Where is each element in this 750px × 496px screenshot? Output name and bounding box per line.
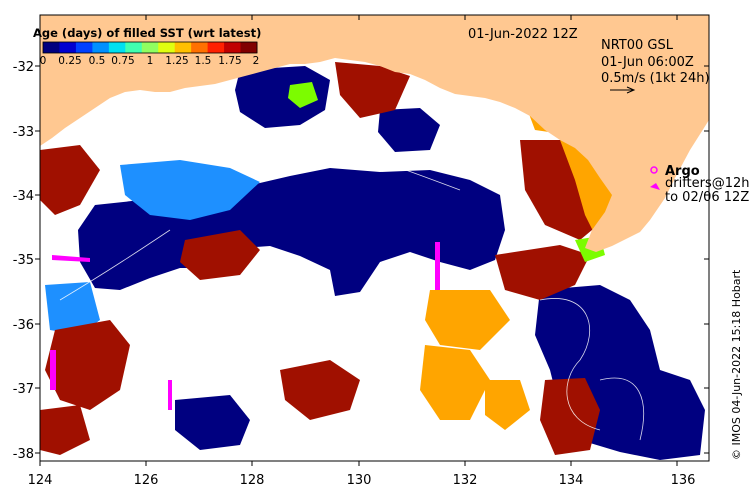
dark-red-patch [45, 320, 130, 410]
sst-age-patches [40, 38, 705, 460]
y-axis: -32 -33 -34 -35 -36 -37 -38 [13, 60, 34, 462]
x-tick-label: 124 [28, 473, 53, 488]
colorbar-segment [141, 42, 159, 53]
colorbar-tick: 0.75 [111, 55, 134, 67]
mid-blue-patch [120, 160, 260, 220]
x-tick-label: 130 [347, 473, 372, 488]
colorbar-tick: 1.5 [195, 55, 212, 67]
dark-red-patch [540, 378, 600, 455]
dark-red-patch [40, 405, 90, 455]
dark-red-patch [495, 245, 590, 300]
y-tick-label: -38 [13, 447, 34, 462]
deep-blue-patch [378, 108, 440, 152]
colorbar: Age (days) of filled SST (wrt latest) 0 … [33, 26, 261, 67]
drifters-label: drifters@12h [665, 176, 750, 191]
colorbar-segment [174, 42, 192, 53]
drifter-track [168, 380, 172, 410]
x-tick-label: 136 [671, 473, 696, 488]
drifter-track [52, 255, 90, 262]
green-patch [288, 82, 318, 108]
y-tick-label: -34 [13, 189, 34, 204]
plot-frame [39, 14, 710, 462]
orange-patch [425, 290, 510, 350]
colorbar-segment [75, 42, 93, 53]
product-label: NRT00 GSL [601, 38, 674, 53]
colorbar-segment [191, 42, 209, 53]
map-plot-area [40, 15, 709, 461]
dark-red-patch [280, 360, 360, 420]
argo-marker-icon [650, 166, 658, 174]
orange-patch [420, 345, 490, 420]
valid-time-label: 01-Jun 06:00Z [601, 55, 694, 70]
x-axis: 124 126 128 130 132 134 136 [28, 473, 696, 488]
colorbar-tick: 1.25 [165, 55, 188, 67]
credit-text: © IMOS 04-Jun-2022 15:18 Hobart [730, 269, 743, 460]
colorbar-segment [43, 42, 60, 53]
deep-blue-patch [235, 66, 330, 128]
y-tick-label: -32 [13, 60, 34, 75]
dark-red-patch [335, 62, 410, 118]
drifter-marker-icon [650, 183, 660, 190]
drifter-track [50, 350, 56, 390]
argo-legend: Argo drifters@12h to 02/06 12Z [650, 164, 750, 205]
colorbar-tick: 1.75 [218, 55, 241, 67]
drifter-track [435, 242, 440, 290]
colorbar-segment [92, 42, 110, 53]
x-tick-label: 126 [134, 473, 159, 488]
x-tick-label: 128 [240, 473, 265, 488]
colorbar-tick: 2 [253, 55, 260, 67]
colorbar-gradient [43, 42, 258, 53]
x-tick-label: 132 [453, 473, 478, 488]
mid-blue-patch [45, 282, 100, 335]
colorbar-tick: 0 [40, 55, 47, 67]
y-tick-label: -37 [13, 382, 34, 397]
y-tick-label: -35 [13, 253, 34, 268]
current-contours [59, 134, 644, 441]
tick-marks [35, 15, 709, 466]
vector-scale-label: 0.5m/s (1kt 24h) [601, 71, 710, 86]
colorbar-tick: 0.25 [58, 55, 81, 67]
colorbar-segment [207, 42, 225, 53]
drifters-to-label: to 02/06 12Z [665, 190, 749, 205]
colorbar-tick: 0.5 [89, 55, 106, 67]
y-tick-label: -33 [13, 125, 34, 140]
colorbar-segment [224, 42, 242, 53]
orange-patch [485, 380, 530, 430]
land-mass [40, 15, 709, 252]
deep-blue-patch [175, 395, 250, 450]
dark-red-patch [180, 230, 260, 280]
colorbar-segment [125, 42, 143, 53]
colorbar-frame [42, 41, 258, 54]
colorbar-segment [59, 42, 77, 53]
colorbar-segment [240, 42, 258, 53]
argo-label: Argo [665, 164, 700, 179]
colorbar-segment [108, 42, 126, 53]
colorbar-tick: 1 [147, 55, 154, 67]
vector-scale-arrow [610, 86, 636, 94]
colorbar-title: Age (days) of filled SST (wrt latest) [33, 26, 261, 40]
x-tick-label: 134 [559, 473, 584, 488]
y-tick-label: -36 [13, 318, 34, 333]
colorbar-segment [158, 42, 176, 53]
dark-red-patch [40, 145, 100, 215]
date-label: 01-Jun-2022 12Z [468, 27, 578, 42]
